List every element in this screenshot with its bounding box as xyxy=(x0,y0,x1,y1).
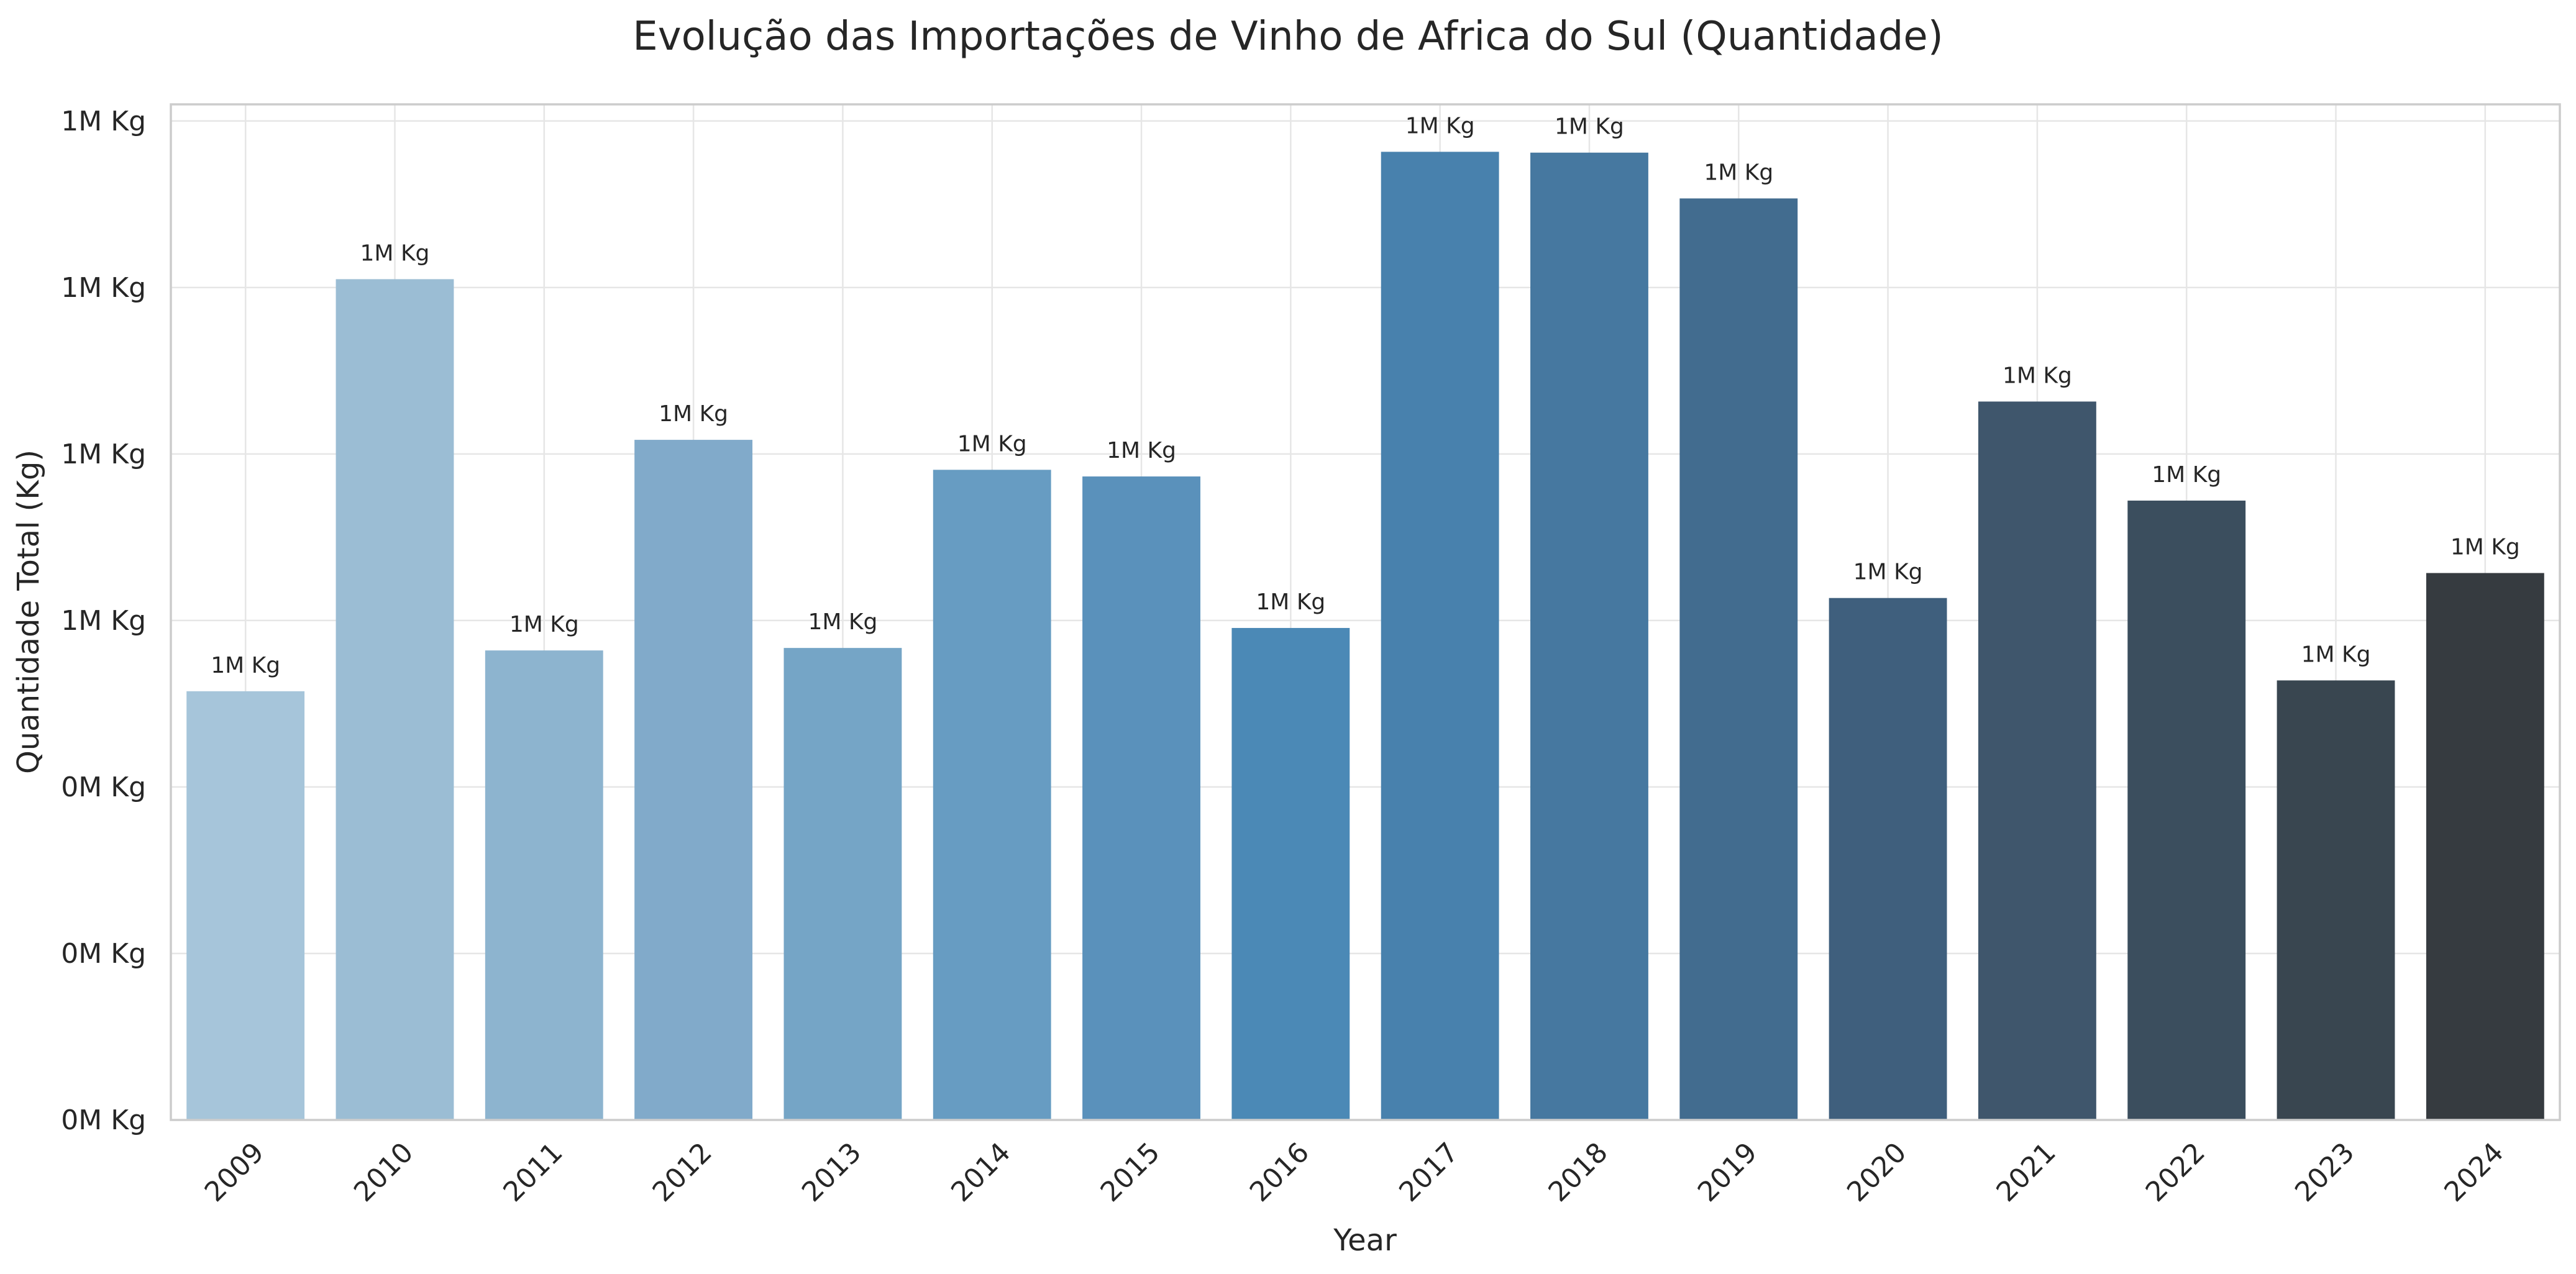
bar-value-label: 1M Kg xyxy=(1704,160,1773,185)
bar-value-label: 1M Kg xyxy=(1853,560,1923,585)
x-tick-label: 2014 xyxy=(945,1137,1016,1208)
x-tick-label: 2010 xyxy=(348,1137,419,1208)
bar-value-label: 1M Kg xyxy=(659,401,728,427)
x-tick-label: 2021 xyxy=(1990,1137,2062,1208)
bar xyxy=(1829,598,1947,1120)
bar-value-label: 1M Kg xyxy=(1107,438,1176,463)
bar-value-label: 1M Kg xyxy=(1256,589,1325,615)
bar xyxy=(1231,627,1350,1120)
bar xyxy=(1082,476,1200,1121)
bar xyxy=(1679,198,1798,1121)
y-axis-ticks: 0M Kg 0M Kg 0M Kg 1M Kg 1M Kg 1M Kg 1M Kg xyxy=(61,106,146,1136)
y-tick-label: 0M Kg xyxy=(61,771,146,803)
bar xyxy=(1381,152,1499,1120)
x-tick-label: 2015 xyxy=(1095,1137,1166,1208)
x-axis-ticks: 2009 2010 2011 2012 2013 2014 2015 2016 2017 2018… xyxy=(199,1137,2510,1208)
plot-frame xyxy=(170,103,2561,1121)
x-tick-label: 2018 xyxy=(1542,1137,1614,1208)
bar-value-label: 1M Kg xyxy=(1405,113,1475,139)
bar-value-label: 1M Kg xyxy=(2003,363,2072,388)
bar-value-label: 1M Kg xyxy=(509,612,579,637)
y-tick-label: 1M Kg xyxy=(61,605,146,637)
bar xyxy=(783,648,902,1120)
bar xyxy=(2127,500,2246,1120)
bar xyxy=(933,470,1051,1120)
bar xyxy=(1530,152,1648,1121)
bar-value-label: 1M Kg xyxy=(360,240,430,266)
x-tick-label: 2016 xyxy=(1244,1137,1315,1208)
chart-title: Evolução das Importações de Vinho de Afr… xyxy=(633,14,1943,60)
y-axis-label: Quantidade Total (Kg) xyxy=(11,450,46,774)
bar xyxy=(336,279,454,1120)
bar xyxy=(186,691,305,1120)
x-tick-label: 2019 xyxy=(1692,1137,1763,1208)
bar xyxy=(1978,401,2096,1121)
bar-value-label: 1M Kg xyxy=(957,431,1027,457)
x-axis-label: Year xyxy=(1333,1223,1397,1258)
bar-value-label: 1M Kg xyxy=(1555,114,1624,140)
y-tick-label: 0M Kg xyxy=(61,1104,146,1136)
x-tick-label: 2024 xyxy=(2438,1137,2510,1208)
y-tick-label: 1M Kg xyxy=(61,272,146,304)
y-tick-label: 1M Kg xyxy=(61,439,146,470)
bar-value-label: 1M Kg xyxy=(211,653,280,678)
bar-value-label: 1M Kg xyxy=(2450,535,2520,560)
x-tick-label: 2017 xyxy=(1393,1137,1464,1208)
x-tick-label: 2023 xyxy=(2289,1137,2360,1208)
bars-layer: 1M Kg 1M Kg 1M Kg 1M Kg 1M Kg 1M Kg 1M Kg 1M Kg… xyxy=(186,113,2544,1121)
bar-value-label: 1M Kg xyxy=(2152,462,2221,488)
x-tick-label: 2013 xyxy=(796,1137,867,1208)
x-tick-label: 2011 xyxy=(497,1137,569,1208)
y-tick-label: 0M Kg xyxy=(61,938,146,970)
bar xyxy=(2426,573,2544,1120)
x-tick-label: 2009 xyxy=(199,1137,270,1208)
x-tick-label: 2012 xyxy=(647,1137,718,1208)
bar xyxy=(634,440,753,1120)
y-tick-label: 1M Kg xyxy=(61,106,146,137)
x-tick-label: 2022 xyxy=(2140,1137,2211,1208)
x-tick-label: 2020 xyxy=(1841,1137,1912,1208)
bar xyxy=(2277,680,2395,1120)
bar xyxy=(485,650,603,1120)
bar-value-label: 1M Kg xyxy=(2301,642,2371,667)
bar-value-label: 1M Kg xyxy=(808,609,877,635)
